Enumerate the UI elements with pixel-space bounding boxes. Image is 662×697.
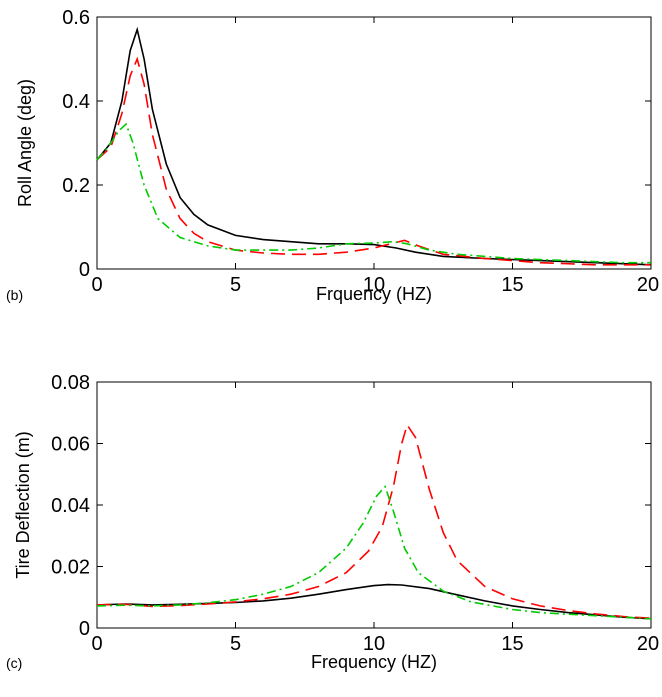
panel-label: (c) [6,655,22,671]
tire-deflection-chart: 0 5 10 15 20 0 0.02 0.04 0.06 0.08 Frequency (HZ)… [6,372,659,672]
x-axis-label: Frequency (HZ) [311,652,437,672]
panel-label: (b) [6,287,23,303]
y-axis-label: Tire Deflection (m) [13,431,33,578]
y-tick-label: 0.02 [51,557,90,579]
plot-area-frame [96,16,652,270]
y-tick-label: 0.08 [51,372,90,394]
x-tick-label: 5 [230,274,241,296]
y-axis-label: Roll Angle (deg) [15,79,35,207]
y-tick-label: 0.2 [62,175,90,197]
roll-angle-chart: 0 5 10 15 20 0 0.2 0.4 0.6 Frquency (HZ) Roll An… [6,7,659,304]
x-axis-label: Frquency (HZ) [316,284,432,304]
series-line-2 [96,485,652,620]
y-tick-label: 0 [79,618,90,640]
x-tick-label: 5 [230,633,241,655]
x-tick-label: 0 [91,274,102,296]
y-tick-label: 0.04 [51,495,90,517]
y-tick-label: 0.4 [62,91,90,113]
series-line-0 [96,26,652,266]
x-tick-label: 15 [501,274,523,296]
x-tick-label: 10 [363,633,385,655]
series-line-1 [96,56,651,266]
x-tick-label: 10 [363,274,385,296]
x-tick-label: 20 [637,274,659,296]
series-line-1 [96,423,652,619]
y-tick-label: 0.06 [51,434,90,456]
y-tick-label: 0.6 [62,7,90,29]
x-tick-label: 0 [91,633,102,655]
series-line-2 [96,122,651,264]
x-tick-label: 15 [501,633,523,655]
x-tick-label: 20 [637,633,659,655]
plot-area-frame [96,381,652,629]
y-tick-label: 0 [79,259,90,281]
